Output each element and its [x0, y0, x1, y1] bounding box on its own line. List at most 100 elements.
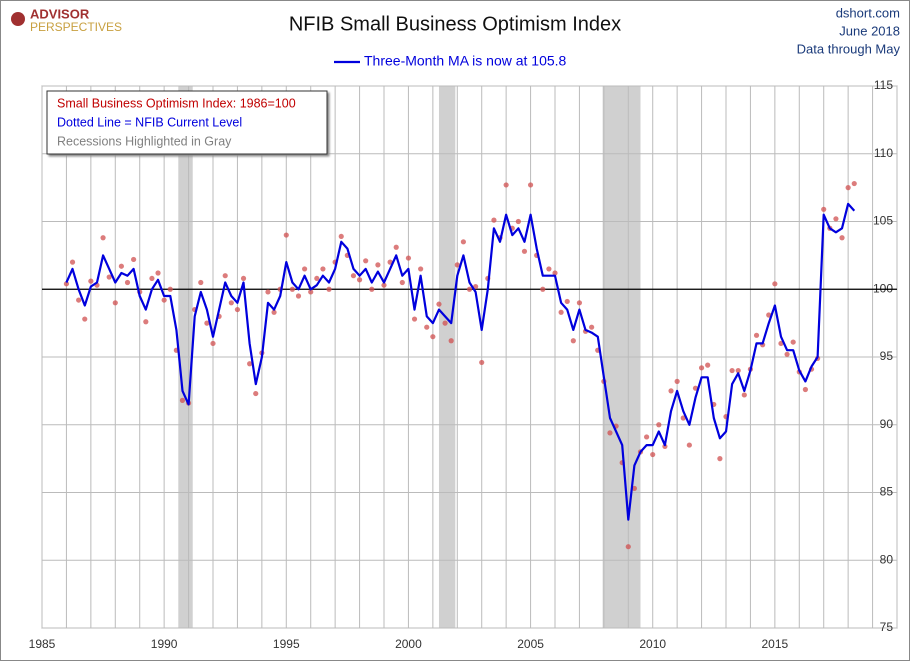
data-point	[302, 266, 308, 272]
data-point	[106, 274, 112, 280]
data-point	[491, 217, 497, 223]
data-point	[741, 392, 747, 398]
y-tick-label: 100	[873, 281, 893, 295]
data-point	[179, 397, 186, 403]
data-point	[82, 316, 88, 322]
data-point	[308, 289, 314, 295]
data-point	[570, 338, 576, 344]
data-point	[167, 286, 173, 292]
annotation: Dotted Line = NFIB Current Level	[57, 115, 242, 129]
data-point	[680, 415, 686, 421]
data-point	[271, 309, 277, 315]
data-point	[558, 309, 564, 315]
data-point	[729, 367, 735, 374]
data-point	[161, 297, 167, 303]
data-point	[552, 270, 558, 276]
data-point	[131, 256, 137, 263]
data-point	[314, 275, 320, 282]
data-point	[411, 316, 418, 322]
x-tick-label: 2015	[762, 637, 789, 651]
data-point	[540, 286, 546, 292]
data-point	[356, 277, 363, 283]
data-point	[625, 544, 631, 550]
data-point	[405, 255, 412, 261]
data-point	[124, 279, 131, 286]
source: dshort.com	[836, 5, 900, 20]
data-point	[100, 235, 106, 241]
data-point	[204, 320, 210, 326]
data-point	[418, 266, 424, 272]
data-point	[650, 451, 656, 458]
y-tick-label: 110	[874, 146, 893, 160]
data-point	[442, 320, 448, 326]
data-point	[320, 266, 326, 272]
annotation-box	[46, 90, 328, 155]
data-point	[802, 386, 808, 393]
data-point	[228, 300, 234, 306]
annotation: Recessions Highlighted in Gray	[57, 134, 232, 148]
data-point	[772, 281, 778, 287]
data-point	[363, 258, 369, 264]
source: Data through May	[797, 41, 901, 56]
data-point	[448, 338, 454, 344]
data-point	[381, 282, 387, 288]
x-tick-label: 1985	[29, 637, 56, 651]
chart-title: NFIB Small Business Optimism Index	[289, 13, 621, 35]
data-point	[515, 218, 521, 225]
data-point	[607, 430, 613, 436]
data-point	[424, 324, 430, 330]
y-tick-label: 80	[880, 552, 894, 566]
data-point	[503, 182, 509, 188]
data-point	[790, 339, 796, 345]
data-point	[210, 340, 216, 347]
data-point	[735, 367, 741, 374]
data-point	[143, 319, 149, 325]
data-point	[717, 456, 723, 462]
data-point	[466, 286, 473, 292]
data-point	[112, 300, 118, 306]
logo-icon	[11, 12, 25, 26]
data-point	[88, 278, 94, 284]
data-point	[63, 281, 70, 287]
data-point	[705, 362, 711, 368]
data-point	[479, 359, 485, 366]
data-point	[247, 361, 253, 367]
logo-text: ADVISOR	[30, 6, 90, 21]
data-point	[686, 442, 692, 448]
data-point	[692, 385, 699, 391]
data-point	[436, 301, 442, 307]
data-point	[375, 262, 381, 268]
data-point	[338, 233, 344, 240]
data-point	[265, 289, 271, 295]
data-point	[460, 239, 466, 245]
data-point	[155, 270, 161, 276]
data-point	[851, 180, 857, 187]
data-point	[631, 485, 637, 492]
y-tick-label: 95	[880, 349, 894, 363]
data-point	[76, 297, 82, 303]
data-point	[656, 422, 662, 428]
data-point	[454, 262, 460, 268]
data-point	[753, 332, 760, 338]
data-point	[289, 286, 295, 292]
data-point	[589, 324, 595, 330]
data-point	[393, 244, 399, 250]
y-tick-label: 75	[880, 620, 894, 634]
data-point	[473, 283, 479, 290]
x-tick-label: 1990	[151, 637, 178, 651]
data-point	[839, 235, 845, 241]
data-point	[399, 279, 405, 286]
data-point	[668, 388, 674, 394]
x-tick-label: 2000	[395, 637, 422, 651]
data-point	[149, 275, 155, 282]
data-point	[350, 273, 357, 279]
data-point	[222, 273, 228, 279]
data-point	[546, 266, 552, 272]
data-point	[369, 286, 375, 292]
data-point	[564, 298, 570, 305]
data-point	[295, 293, 302, 299]
data-point	[240, 275, 247, 282]
data-point	[521, 248, 528, 254]
data-point	[698, 365, 705, 371]
